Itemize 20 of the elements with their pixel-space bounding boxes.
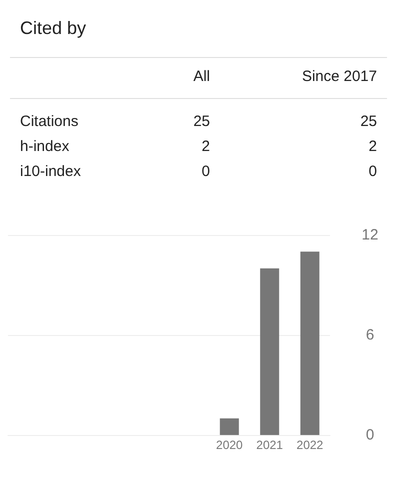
category-label: i10-index [20,163,81,180]
data-label: 2 [368,138,377,155]
text: Since 2017 [302,68,377,85]
y-tick-label: 12 [362,226,378,244]
x-tick-label: 2020 [216,438,244,452]
data-label: 25 [193,113,210,130]
category-label: Citations [20,113,78,130]
category-label: h-index [20,138,70,155]
data-label: 2 [202,138,210,155]
x-tick-label: 2022 [296,438,324,452]
y-tick-label: 6 [366,326,374,344]
text: All [193,68,210,85]
data-label: 0 [202,163,210,180]
data-label: 25 [360,113,377,130]
bar [300,252,320,435]
y-tick-label: 0 [366,426,374,444]
text: Cited by [20,18,86,39]
x-tick-label: 2021 [256,438,284,452]
bar [260,268,280,435]
bar [220,418,239,435]
